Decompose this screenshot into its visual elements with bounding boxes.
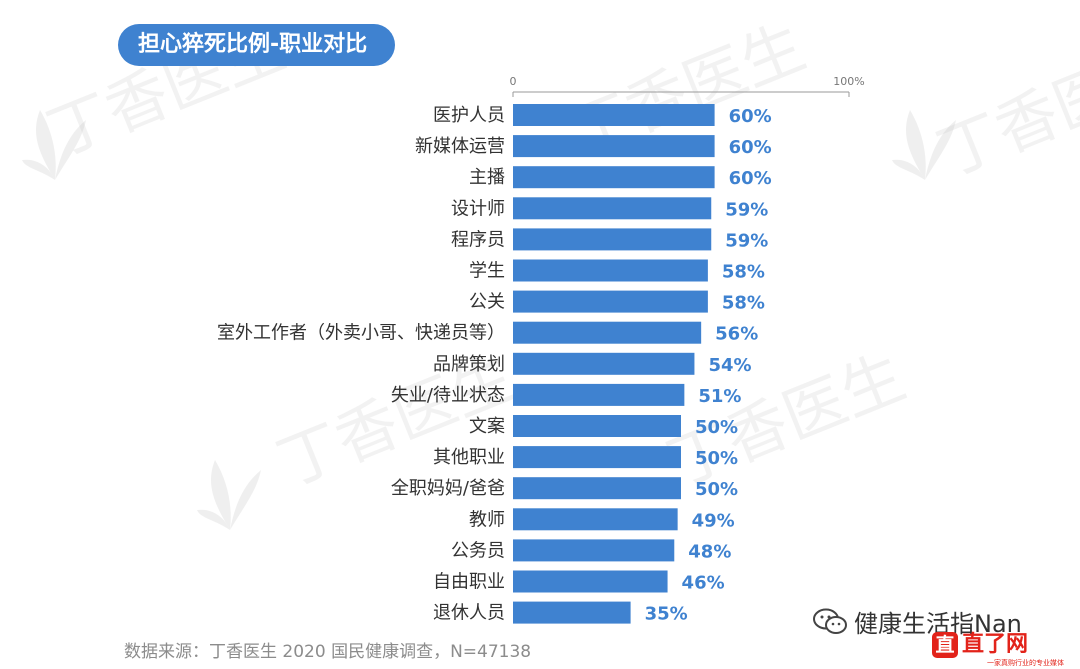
value-label: 49% — [692, 510, 735, 531]
bar — [513, 228, 712, 251]
source-note: 数据来源：丁香医生 2020 国民健康调查，N=47138 — [124, 642, 532, 662]
category-label: 学生 — [469, 261, 505, 282]
x-tick-label: 100% — [833, 75, 864, 88]
category-label: 新媒体运营 — [415, 136, 505, 157]
category-label: 主播 — [469, 167, 505, 188]
category-label: 全职妈妈/爸爸 — [391, 478, 505, 499]
chart-title: 担心猝死比例-职业对比 — [118, 24, 395, 66]
bar — [513, 352, 695, 375]
category-label: 退休人员 — [433, 603, 505, 624]
bar — [513, 601, 631, 624]
value-label: 46% — [682, 573, 725, 594]
bar — [513, 135, 715, 158]
bar — [513, 197, 712, 220]
site-logo-icon: 直 — [932, 632, 958, 658]
bar — [513, 104, 715, 126]
value-label: 58% — [722, 293, 765, 314]
bar — [513, 415, 681, 437]
value-label: 56% — [715, 324, 758, 345]
bar — [513, 166, 715, 189]
value-label: 59% — [725, 230, 768, 251]
value-label: 35% — [645, 604, 688, 625]
value-label: 50% — [695, 417, 738, 438]
wechat-icon — [813, 608, 847, 634]
category-label: 失业/待业状态 — [391, 385, 505, 406]
value-label: 48% — [688, 541, 731, 562]
bar — [513, 259, 708, 282]
category-label: 室外工作者（外卖小哥、快递员等） — [217, 323, 505, 344]
value-label: 60% — [729, 168, 772, 189]
site-logo-slogan: 一家真购行业的专业媒体 — [987, 659, 1064, 667]
value-label: 51% — [698, 386, 741, 407]
value-label: 60% — [729, 137, 772, 158]
category-label: 教师 — [469, 509, 505, 530]
bar — [513, 290, 708, 313]
category-label: 自由职业 — [433, 572, 505, 593]
bar — [513, 321, 702, 344]
value-label: 50% — [695, 448, 738, 469]
category-label: 其他职业 — [433, 447, 505, 468]
bar — [513, 446, 681, 469]
category-label: 品牌策划 — [433, 354, 505, 375]
value-label: 59% — [725, 199, 768, 220]
value-label: 60% — [729, 106, 772, 127]
value-label: 54% — [708, 355, 751, 376]
site-logo-text: 直了网 — [962, 632, 1029, 657]
bar — [513, 383, 685, 406]
category-label: 设计师 — [451, 198, 505, 219]
category-label: 公务员 — [451, 540, 505, 561]
category-label: 医护人员 — [433, 105, 505, 126]
category-label: 公关 — [469, 292, 505, 313]
value-label: 58% — [722, 262, 765, 283]
category-label: 程序员 — [451, 229, 505, 250]
bar — [513, 539, 675, 562]
x-tick-label: 0 — [510, 75, 517, 88]
value-label: 50% — [695, 479, 738, 500]
bar — [513, 508, 678, 531]
site-logo: 直 直了网 — [932, 632, 1028, 658]
category-label: 文案 — [469, 416, 505, 437]
bar — [513, 477, 681, 500]
bar — [513, 570, 668, 593]
